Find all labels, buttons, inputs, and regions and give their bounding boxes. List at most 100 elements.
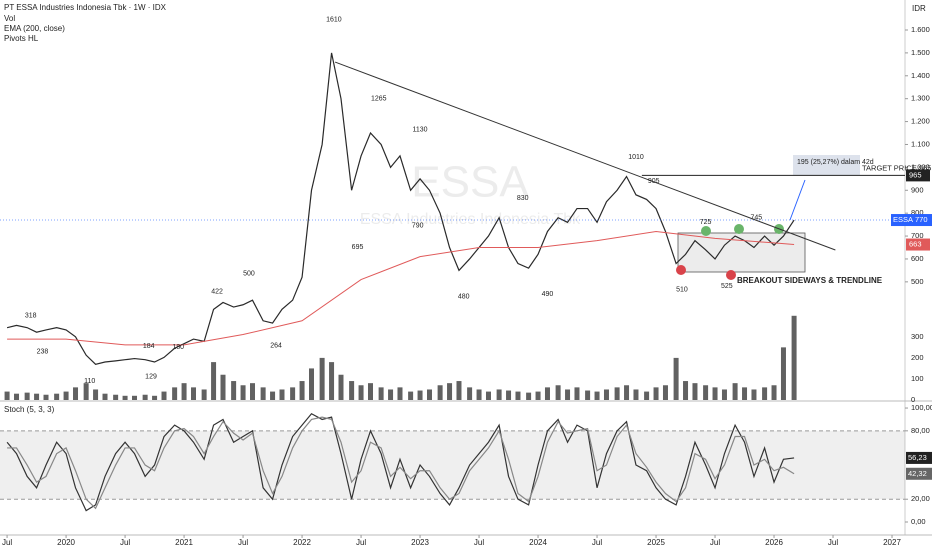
currency-label: IDR [912,4,926,13]
projection-label: 195 (25,27%) dalam 42d [797,159,874,166]
volume-bar [644,391,650,400]
x-tick-label: Jul [238,538,248,547]
price-line [7,230,795,346]
support-marker [726,270,736,280]
y-tick-label: 600 [911,254,924,263]
indicator-label: EMA (200, close) [4,24,65,33]
trendline [334,61,836,251]
volume-bar [73,387,79,400]
stoch-title: Stoch (5, 3, 3) [4,405,55,414]
last-value-badge [906,467,932,480]
y-tick-label: 80,00 [911,426,930,435]
pivot-label: 1610 [326,17,342,24]
volume-bar [692,383,698,400]
x-tick-label: Jul [356,538,366,547]
y-tick-label: 1.400 [911,71,930,80]
volume-bar [683,381,689,400]
pivot-label: 490 [542,291,554,298]
volume-bar [408,391,414,400]
y2-tick-label: 300 [911,332,924,341]
volume-bar [290,387,296,400]
ema-badge [906,238,930,251]
pivot-label: 129 [145,374,157,381]
pattern-label: BREAKOUT SIDEWAYS & TRENDLINE [737,276,883,285]
volume-bar [447,383,453,400]
volume-bar [437,385,443,400]
volume-bar [83,383,89,400]
volume-bar [485,391,491,400]
pivot-label: 725 [700,219,712,226]
volume-bar [34,393,40,400]
x-tick-label: 2025 [647,538,665,547]
pivot-label: 525 [721,283,733,290]
watermark-subtitle: ESSA Industries Indonesia Tbk [360,211,581,228]
volume-bar [624,385,630,400]
x-tick-label: 2027 [883,538,901,547]
pivot-label: 830 [517,195,529,202]
last-value-label: 56,23 [908,453,927,462]
volume-bar [456,381,462,400]
volume-bar [780,347,786,400]
y-tick-label: 1.000 [911,162,930,171]
chart-title: PT ESSA Industries Indonesia Tbk · 1W · … [4,3,167,12]
last-value-label: 42,32 [908,469,927,478]
y-tick-label: 1.300 [911,94,930,103]
pivot-label: 1265 [371,96,387,103]
y-tick-label: 900 [911,185,924,194]
pivot-label: 1130 [413,126,428,133]
indicator-label: Pivots HL [4,34,39,43]
pivot-label: 180 [172,344,184,351]
support-marker [676,265,686,275]
volume-bar [544,387,550,400]
y-tick-label: 1.200 [911,117,930,126]
volume-bar [771,385,777,400]
volume-bar [712,387,718,400]
x-tick-label: 2022 [293,538,311,547]
y2-tick-label: 0 [911,395,915,404]
pivot-label: 745 [750,215,762,222]
volume-bar [388,389,394,400]
volume-bar [63,391,69,400]
volume-bar [526,392,532,400]
pivot-label: 500 [243,271,255,278]
pivot-label: 695 [352,244,364,251]
price-badge-label: 770 [915,215,928,224]
volume-bar [367,383,373,400]
ema-badge-label: 663 [909,240,922,249]
volume-bar [4,391,10,400]
price-line [6,52,795,365]
volume-bar [270,391,276,400]
pivot-label: 422 [211,289,223,296]
y-tick-label: 1.100 [911,139,930,148]
volume-bar [220,374,226,400]
volume-bar [662,385,668,400]
volume-bar [732,383,738,400]
projection-arrow [789,179,806,221]
pivot-label: 184 [143,343,155,350]
pivot-label: 790 [412,222,424,229]
volume-bar [329,362,335,400]
watermark: ESSA [411,158,529,207]
volume-bar [515,391,521,400]
pivot-label: 110 [84,378,95,385]
resistance-marker [734,224,744,234]
volume-bar [142,394,148,400]
volume-bar [14,393,20,400]
volume-bar [614,387,620,400]
y-tick-label: 800 [911,208,924,217]
volume-bar [231,381,237,400]
volume-bar [633,389,639,400]
volume-bar [113,394,119,400]
volume-bar [161,391,167,400]
volume-bar [603,389,609,400]
volume-bar [506,390,512,400]
y-tick-label: 500 [911,277,924,286]
x-tick-label: 2020 [57,538,75,547]
volume-bar [535,391,541,400]
volume-bar [378,387,384,400]
volume-bar [751,389,757,400]
volume-bar [250,383,256,400]
pivot-label: 510 [676,286,688,293]
